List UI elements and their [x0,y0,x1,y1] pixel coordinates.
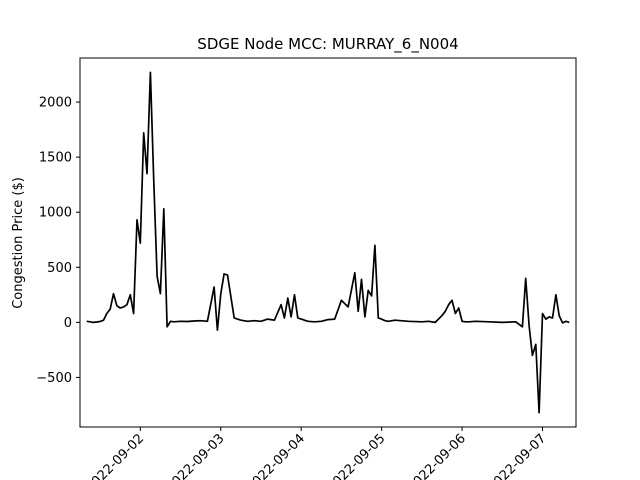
y-tick-label: 1000 [39,206,72,221]
y-tick-label: 2000 [39,96,72,111]
y-tick-label: 1500 [39,151,72,166]
series-line [86,71,570,414]
y-axis: −500 0 500 1000 1500 2000 [36,96,80,386]
y-tick-label: −500 [36,371,72,386]
y-tick-label: 500 [47,261,72,276]
chart-title: SDGE Node MCC: MURRAY_6_N004 [197,35,458,54]
y-axis-label: Congestion Price ($) [11,177,26,309]
plot-area-frame [79,57,577,428]
y-tick-label: 0 [64,316,72,331]
